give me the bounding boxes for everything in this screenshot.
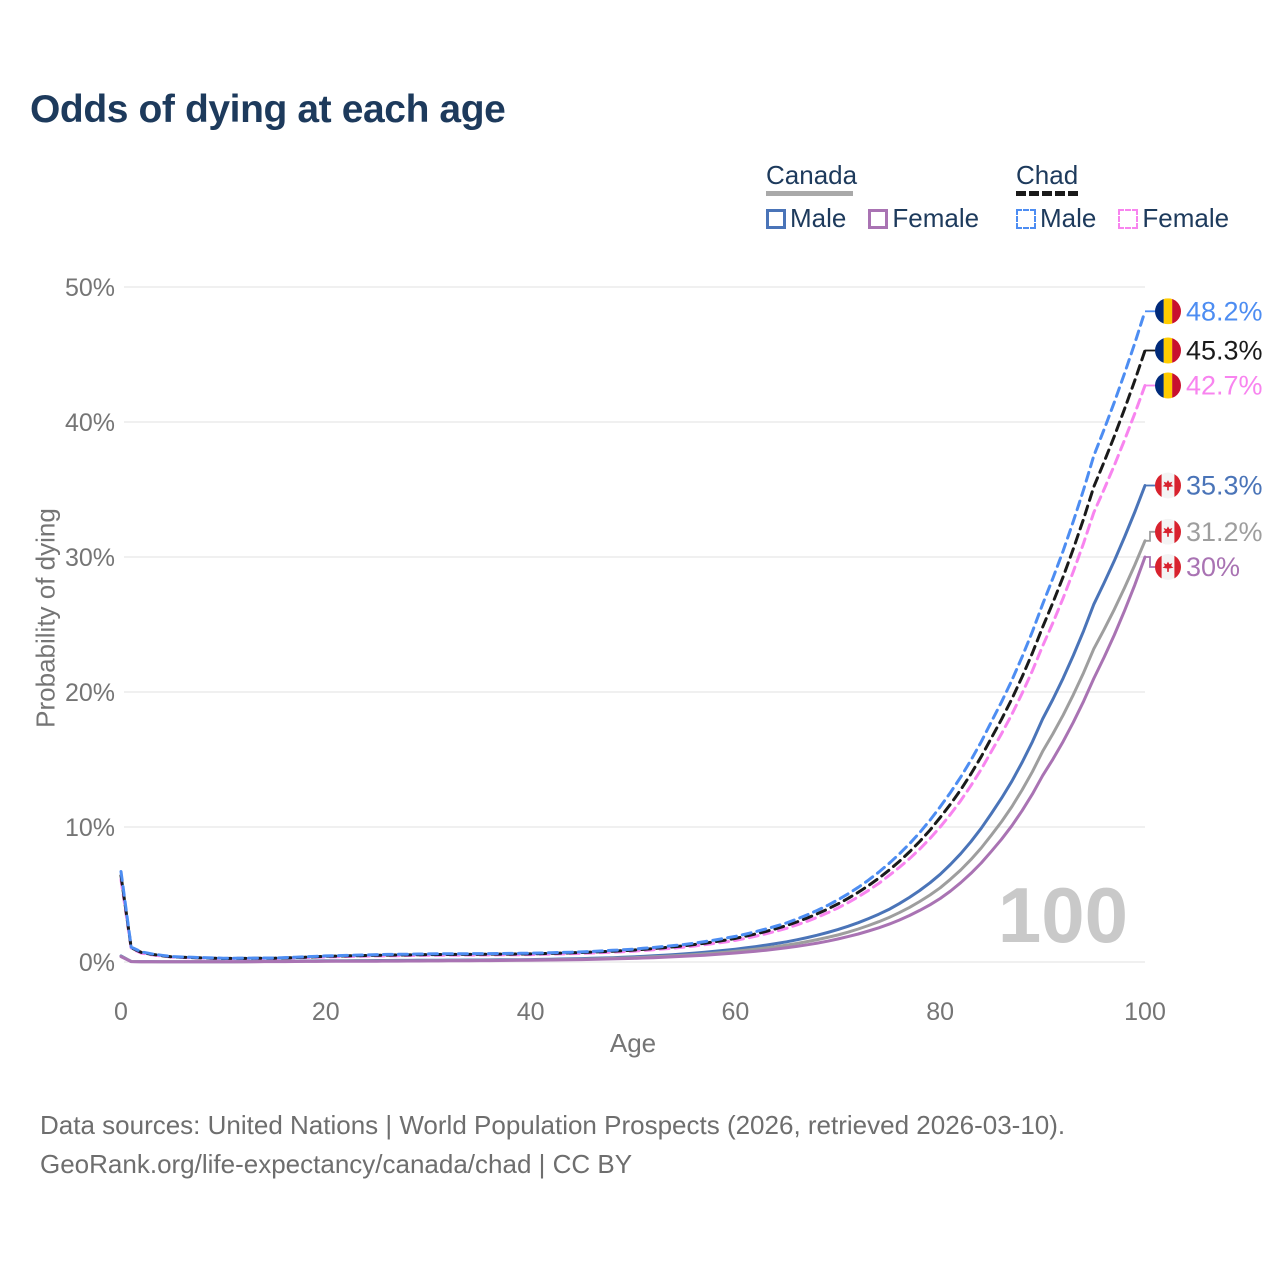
- canada-both-line-swatch-icon: [766, 191, 853, 196]
- x-tick-label: 100: [1124, 998, 1166, 1026]
- chad-flag-icon: [1155, 298, 1181, 324]
- canada-female-swatch-icon: [868, 208, 889, 229]
- legend-chad-female-label: Female: [1142, 203, 1230, 233]
- end-value-label-canada-both: 31.2%: [1186, 517, 1263, 547]
- y-tick-label: 10%: [65, 814, 115, 842]
- footer-data-sources: Data sources: United Nations | World Pop…: [40, 1110, 1066, 1140]
- chad-male-swatch-icon: [1016, 208, 1036, 229]
- x-tick-label: 20: [312, 998, 340, 1026]
- legend-chad-male-label: Male: [1040, 203, 1097, 233]
- legend-canada-male-label: Male: [790, 203, 847, 233]
- watermark-age-label: 100: [997, 871, 1128, 959]
- legend-group-canada: Canada Male Female: [766, 160, 979, 234]
- end-value-label-chad-female: 42.7%: [1186, 371, 1263, 401]
- canada-flag-icon: [1155, 554, 1181, 580]
- end-connector-canada-female: [1145, 556, 1155, 568]
- footer-attribution-url: GeoRank.org/life-expectancy/canada/chad …: [40, 1149, 633, 1179]
- legend-chad-items: Male Female: [1016, 203, 1229, 234]
- y-tick-label: 20%: [65, 679, 115, 707]
- end-value-label-canada-female: 30%: [1186, 552, 1240, 582]
- legend-chad-header[interactable]: Chad: [1016, 160, 1229, 196]
- canada-male-swatch-icon: [766, 208, 786, 229]
- y-tick-label: 30%: [65, 544, 115, 572]
- series-line-chad-both: [119, 349, 1147, 960]
- legend-canada-female[interactable]: Female: [868, 203, 979, 234]
- chad-flag-icon: [1155, 373, 1181, 399]
- end-value-label-chad-male: 48.2%: [1186, 296, 1263, 326]
- legend-canada-header[interactable]: Canada: [766, 160, 979, 196]
- legend-chad-title: Chad: [1016, 160, 1079, 190]
- x-axis-title: Age: [609, 1028, 657, 1058]
- end-connector-canada-both: [1145, 530, 1155, 542]
- chad-flag-icon: [1155, 338, 1181, 364]
- legend-group-chad: Chad Male Female: [1016, 160, 1229, 234]
- legend-canada-male[interactable]: Male: [766, 203, 846, 234]
- x-tick-label: 60: [721, 998, 749, 1026]
- legend-canada-items: Male Female: [766, 203, 979, 234]
- x-tick-label: 80: [926, 998, 954, 1026]
- end-value-label-chad-both: 45.3%: [1186, 336, 1263, 366]
- legend-canada-female-label: Female: [892, 203, 980, 233]
- y-tick-label: 0%: [79, 949, 115, 977]
- x-tick-label: 40: [517, 998, 545, 1026]
- series-line-canada-female: [119, 555, 1147, 964]
- footer: Data sources: United Nations | World Pop…: [40, 1106, 1065, 1184]
- legend-chad-male[interactable]: Male: [1016, 203, 1096, 234]
- y-tick-label: 50%: [65, 274, 115, 302]
- page-title: Odds of dying at each age: [30, 88, 506, 131]
- series-line-chad-female: [119, 384, 1147, 961]
- legend-chad-female[interactable]: Female: [1118, 203, 1229, 234]
- y-tick-label: 40%: [65, 409, 115, 437]
- chad-female-swatch-icon: [1118, 208, 1139, 229]
- x-tick-label: 0: [114, 998, 128, 1026]
- canada-flag-icon: [1155, 519, 1181, 545]
- series-line-chad-male: [119, 309, 1147, 960]
- legend-canada-title: Canada: [766, 160, 858, 190]
- end-value-label-canada-male: 35.3%: [1186, 471, 1263, 501]
- chad-both-line-swatch-icon: [1016, 191, 1078, 196]
- canada-flag-icon: [1155, 473, 1181, 499]
